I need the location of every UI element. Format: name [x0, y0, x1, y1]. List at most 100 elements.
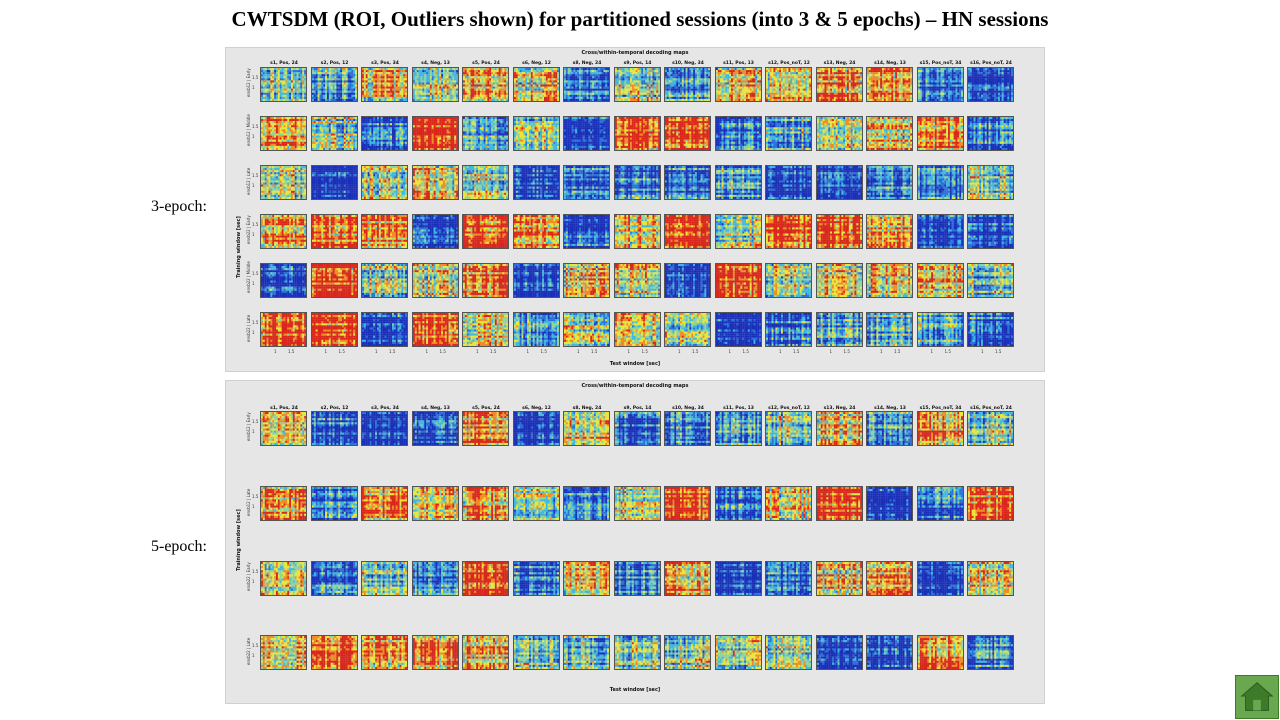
decoding-heatmap	[765, 486, 812, 521]
decoding-heatmap	[765, 411, 812, 446]
decoding-heatmap	[411, 486, 459, 521]
decoding-heatmap	[866, 635, 913, 670]
x-tick-label: 1	[325, 349, 328, 354]
decoding-heatmap	[563, 486, 610, 521]
decoding-heatmap	[411, 635, 459, 670]
decoding-heatmap	[815, 263, 863, 298]
decoding-heatmap	[967, 561, 1014, 596]
decoding-heatmap	[765, 561, 812, 596]
decoding-heatmap	[714, 312, 762, 347]
decoding-heatmap	[361, 312, 408, 347]
column-title: s16, Pos_noT, 24	[967, 406, 1015, 411]
decoding-heatmap	[765, 263, 812, 298]
decoding-heatmap	[310, 165, 358, 200]
row-label: ensb22 | Early	[246, 215, 251, 244]
decoding-heatmap	[664, 486, 711, 521]
decoding-heatmap	[260, 411, 307, 446]
decoding-heatmap	[563, 67, 610, 102]
decoding-heatmap	[916, 561, 964, 596]
column-title: s15, Pos_noT, 34	[917, 61, 965, 66]
x-tick-label: 1.5	[490, 349, 496, 354]
decoding-heatmap	[916, 635, 964, 670]
decoding-heatmap	[563, 214, 610, 249]
x-tick-label: 1	[476, 349, 479, 354]
decoding-heatmap	[916, 165, 964, 200]
x-tick-label: 1.5	[894, 349, 900, 354]
decoding-heatmap	[411, 67, 459, 102]
column-title: s9, Pos, 14	[614, 406, 662, 411]
decoding-heatmap	[714, 486, 762, 521]
decoding-heatmap	[563, 312, 610, 347]
figure-3-epoch: Cross/within-temporal decoding maps Trai…	[225, 47, 1045, 372]
y-axis-label: Training window [sec]	[236, 509, 242, 571]
x-tick-label: 1.5	[692, 349, 698, 354]
decoding-heatmap	[563, 116, 610, 151]
column-title: s15, Pos_noT, 34	[917, 406, 965, 411]
decoding-heatmap	[563, 635, 610, 670]
column-title: s13, Neg, 24	[816, 61, 864, 66]
decoding-heatmap	[462, 635, 509, 670]
epoch3-label: 3-epoch:	[151, 198, 207, 216]
decoding-heatmap	[411, 312, 459, 347]
y-tick-label: 1.5	[252, 419, 258, 424]
y-tick-label: 1	[252, 653, 255, 658]
decoding-heatmap	[916, 486, 964, 521]
decoding-heatmap	[260, 67, 307, 102]
decoding-heatmap	[815, 214, 863, 249]
decoding-heatmap	[361, 411, 408, 446]
decoding-heatmap	[260, 312, 307, 347]
x-tick-label: 1	[830, 349, 833, 354]
decoding-heatmap	[462, 67, 509, 102]
column-title: s12, Pos_noT, 12	[765, 61, 813, 66]
x-tick-label: 1.5	[844, 349, 850, 354]
y-tick-label: 1	[252, 85, 255, 90]
decoding-heatmap	[613, 116, 661, 151]
decoding-heatmap	[765, 635, 812, 670]
decoding-heatmap	[866, 165, 913, 200]
row-label: ensb12 | Early	[246, 68, 251, 97]
decoding-heatmap	[866, 214, 913, 249]
decoding-heatmap	[462, 116, 509, 151]
decoding-heatmap	[411, 263, 459, 298]
decoding-heatmap	[866, 67, 913, 102]
x-axis-label: Test window [sec]	[226, 687, 1044, 693]
x-tick-label: 1	[981, 349, 984, 354]
x-tick-label: 1.5	[541, 349, 547, 354]
decoding-heatmap	[310, 635, 358, 670]
column-title: s11, Pos, 13	[715, 406, 763, 411]
decoding-heatmap	[310, 67, 358, 102]
decoding-heatmap	[765, 165, 812, 200]
decoding-heatmap	[310, 263, 358, 298]
decoding-heatmap	[967, 411, 1014, 446]
column-title: s5, Pos, 24	[462, 61, 510, 66]
decoding-heatmap	[664, 214, 711, 249]
y-tick-label: 1	[252, 429, 255, 434]
decoding-heatmap	[714, 116, 762, 151]
x-tick-label: 1.5	[995, 349, 1001, 354]
decoding-heatmap	[765, 67, 812, 102]
decoding-heatmap	[765, 214, 812, 249]
column-title: s3, Pos, 34	[361, 61, 409, 66]
decoding-heatmap	[462, 561, 509, 596]
decoding-heatmap	[462, 312, 509, 347]
decoding-heatmap	[361, 67, 408, 102]
column-title: s8, Neg, 24	[563, 61, 611, 66]
decoding-heatmap	[866, 561, 913, 596]
decoding-heatmap	[563, 263, 610, 298]
row-label: ensb12 | Late	[246, 489, 251, 516]
column-title: s10, Neg, 34	[664, 406, 712, 411]
y-tick-label: 1	[252, 579, 255, 584]
decoding-heatmap	[967, 486, 1014, 521]
decoding-heatmap	[260, 561, 307, 596]
decoding-heatmap	[765, 116, 812, 151]
decoding-heatmap	[866, 486, 913, 521]
column-title: s2, Pos, 12	[311, 406, 359, 411]
home-button[interactable]	[1235, 675, 1279, 719]
decoding-heatmap	[613, 635, 661, 670]
x-tick-label: 1	[628, 349, 631, 354]
figure-title: Cross/within-temporal decoding maps	[226, 50, 1044, 56]
x-axis-label: Test window [sec]	[226, 361, 1044, 367]
decoding-heatmap	[916, 263, 964, 298]
decoding-heatmap	[411, 561, 459, 596]
decoding-heatmap	[411, 165, 459, 200]
